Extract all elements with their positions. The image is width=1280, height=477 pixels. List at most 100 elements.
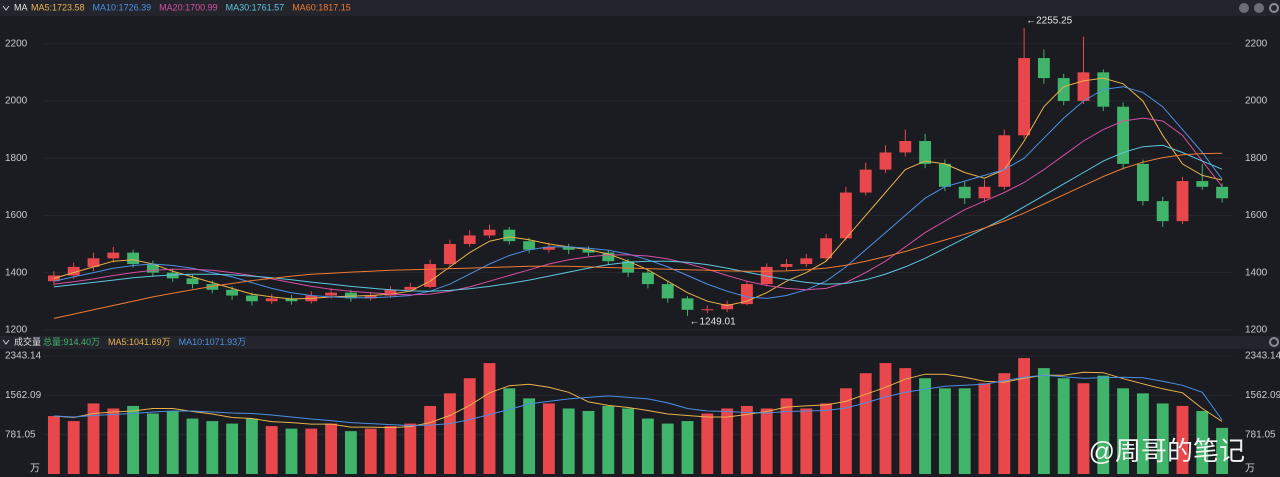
- candle-body: [839, 192, 852, 239]
- zoom-out[interactable]: [1254, 3, 1264, 13]
- candle-body: [463, 235, 476, 245]
- y-tick-label: 1562.09: [5, 390, 42, 401]
- volume-bar: [800, 408, 813, 474]
- candle-body: [206, 284, 219, 290]
- volume-bar: [107, 408, 120, 474]
- legend-entry: MA10:1726.39: [93, 2, 152, 12]
- candle-body: [820, 238, 833, 259]
- candle-body: [1136, 163, 1149, 202]
- volume-bar: [344, 431, 357, 474]
- candle-body: [562, 246, 575, 250]
- candle-body: [978, 186, 991, 199]
- volume-bar: [582, 410, 595, 474]
- volume-bar: [740, 405, 753, 474]
- volume-bar: [443, 393, 456, 474]
- candle-body: [780, 264, 793, 267]
- candle-body: [938, 163, 951, 187]
- extreme-label: ←1249.01: [690, 316, 737, 327]
- candle-body: [127, 252, 140, 265]
- volume-bar: [839, 388, 852, 474]
- candle-body: [67, 266, 80, 276]
- ma-line: [53, 117, 1223, 296]
- candle-body: [681, 298, 694, 310]
- volume-bar: [404, 423, 417, 474]
- candle-body: [424, 264, 437, 287]
- volume-bar: [1037, 368, 1050, 474]
- volume-bar: [305, 428, 318, 474]
- ma-line: [53, 374, 1223, 427]
- volume-bar: [127, 405, 140, 474]
- volume-bar: [325, 423, 338, 474]
- candle-body: [1117, 106, 1130, 164]
- candle-body: [186, 278, 199, 285]
- y-tick-label: 1200: [5, 324, 28, 335]
- volume-bar: [978, 383, 991, 474]
- volume-bar: [681, 421, 694, 474]
- volume-bar: [998, 373, 1011, 474]
- candle-body: [740, 284, 753, 305]
- volume-bar: [1156, 403, 1169, 474]
- volume-bar: [67, 421, 80, 474]
- y-tick-label-right: 2200: [1245, 38, 1268, 49]
- y-tick-label: 2200: [5, 38, 28, 49]
- candle-body: [1077, 72, 1090, 101]
- volume-bar: [542, 403, 555, 474]
- legend-entry: MA20:1700.99: [159, 2, 218, 12]
- candle-body: [701, 309, 714, 311]
- toolbar-icons[interactable]: [1239, 3, 1279, 347]
- volume-bar: [87, 403, 100, 474]
- collapse-arrow[interactable]: [2, 5, 10, 11]
- y-tick-label: 1800: [5, 153, 28, 164]
- volume-bar: [820, 403, 833, 474]
- volume-header-bar: [0, 336, 1280, 349]
- candle-body: [404, 286, 417, 290]
- collapse-arrow[interactable]: [2, 339, 10, 345]
- ma-line: [53, 371, 1223, 429]
- volume-bar: [859, 373, 872, 474]
- volume-bar: [226, 423, 239, 474]
- volume-bar: [364, 428, 377, 474]
- volume-bar: [285, 428, 298, 474]
- candle-body: [542, 246, 555, 250]
- candle-body: [899, 141, 912, 153]
- candle-body: [859, 169, 872, 193]
- y-tick-label-right: 1400: [1245, 267, 1268, 278]
- volume-bar: [1196, 410, 1209, 474]
- legend-entry: MA5:1723.58: [31, 2, 85, 12]
- volume-bar: [166, 410, 179, 474]
- volume-bar: [721, 408, 734, 474]
- settings[interactable]: [1269, 3, 1279, 13]
- candle-body: [285, 298, 298, 302]
- volume-bar: [562, 408, 575, 474]
- volume-unit: 万: [30, 464, 40, 475]
- candle-body: [1156, 201, 1169, 222]
- volume-bar: [483, 363, 496, 474]
- candle-body: [879, 152, 892, 170]
- volume-bar: [523, 398, 536, 474]
- y-tick-label-right: 2000: [1245, 96, 1268, 107]
- volume-bar: [938, 388, 951, 474]
- volume-bar: [622, 408, 635, 474]
- y-tick-label-right: 781.05: [1245, 429, 1276, 440]
- candle-body: [602, 252, 615, 262]
- candle-body: [1196, 181, 1209, 187]
- volume-bar: [701, 413, 714, 474]
- volume-bar: [1216, 427, 1229, 474]
- ma-line: [53, 77, 1223, 307]
- y-tick-label: 2343.14: [5, 351, 42, 362]
- volume-bar: [958, 388, 971, 474]
- zoom-in[interactable]: [1239, 3, 1249, 13]
- ma-line: [53, 152, 1223, 319]
- candle-body: [1018, 58, 1031, 136]
- candle-body: [443, 244, 456, 265]
- volume-bar: [384, 426, 397, 474]
- volume-settings[interactable]: [1269, 337, 1279, 347]
- volume-bar: [1057, 378, 1070, 474]
- candle-body: [582, 249, 595, 253]
- candle-body: [958, 186, 971, 199]
- volume-bar: [760, 408, 773, 474]
- volume-bar: [1117, 388, 1130, 474]
- candle-body: [998, 135, 1011, 187]
- candle-body: [661, 284, 674, 299]
- volume-bar: [265, 426, 278, 474]
